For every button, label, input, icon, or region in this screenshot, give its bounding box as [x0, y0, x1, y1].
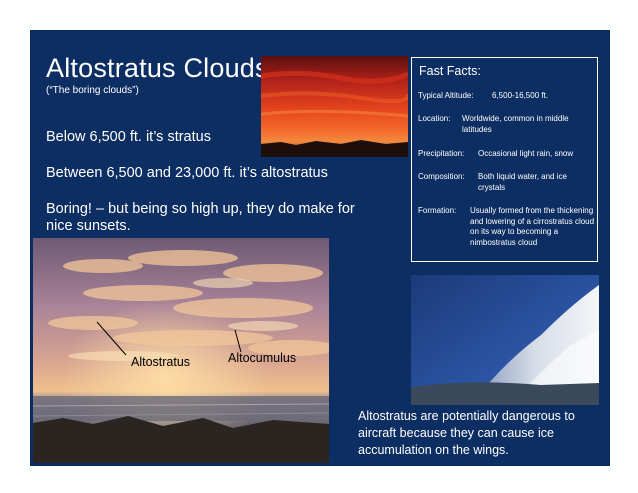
fact-key: Location: [418, 114, 451, 123]
fact-value: 6,500-16,500 ft. [492, 91, 549, 100]
slide-title: Altostratus Clouds [46, 53, 269, 83]
slide: Altostratus Clouds (“The boring clouds”)… [30, 30, 610, 466]
fact-value: Usually formed from the thickening and l… [470, 206, 595, 247]
fact-key: Precipitation: [418, 149, 465, 158]
sunset-photo [261, 56, 408, 157]
fact-key: Formation: [418, 206, 457, 215]
altostratus-sky-photo [411, 275, 599, 405]
caption-danger: Altostratus are potentially dangerous to… [358, 409, 575, 457]
body-line-stratus: Below 6,500 ft. it’s stratus [46, 129, 211, 145]
slide-subtitle: (“The boring clouds”) [46, 85, 139, 96]
body-line-altostratus: Between 6,500 and 23,000 ft. it’s altost… [46, 165, 328, 181]
fact-key: Composition: [418, 172, 465, 181]
fact-value: Occasional light rain, snow [478, 149, 574, 158]
fast-facts-title: Fast Facts: [419, 64, 481, 78]
body-line-sunsets: Boring! – but being so high up, they do … [46, 201, 355, 234]
fact-key: Typical Altitude: [418, 91, 474, 100]
beach-sunset-photo [33, 238, 329, 463]
label-altocumulus: Altocumulus [228, 351, 297, 365]
fast-facts-box: Fast Facts: Typical Altitude: 6,500-16,5… [411, 57, 598, 262]
fact-value: Worldwide, common in middle latitudes [462, 114, 569, 134]
label-altostratus: Altostratus [131, 355, 191, 369]
fact-value: Both liquid water, and ice crystals [478, 172, 567, 192]
